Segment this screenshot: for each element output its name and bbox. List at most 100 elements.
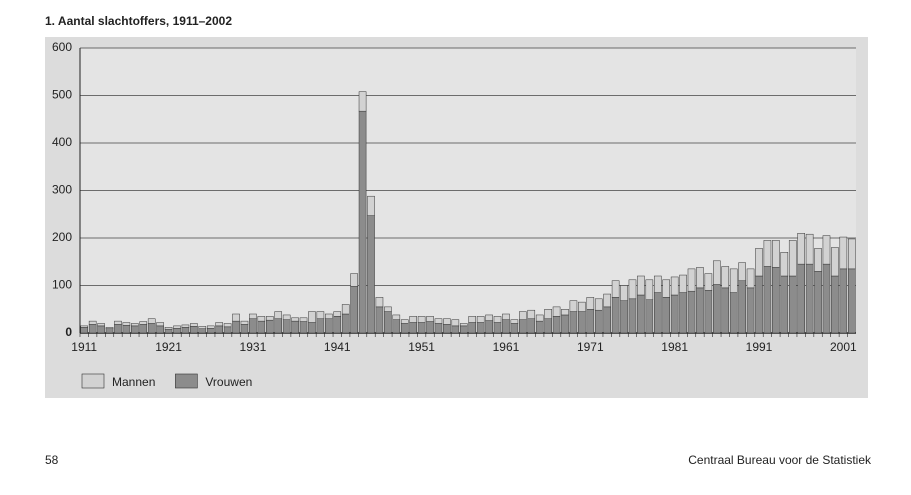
chart-title: 1. Aantal slachtoffers, 1911–2002 <box>45 14 232 28</box>
bar-segment <box>628 279 637 300</box>
bar-segment <box>831 247 839 277</box>
bar-segment <box>603 293 611 308</box>
bar-segment <box>746 287 755 334</box>
bar-segment <box>805 233 814 265</box>
bar-segment <box>156 325 164 334</box>
bar-segment <box>788 275 797 334</box>
bar-segment <box>384 311 392 334</box>
bar-segment <box>519 319 527 334</box>
bar-segment <box>240 324 249 334</box>
bar-segment <box>223 323 232 328</box>
bar-segment <box>713 284 721 334</box>
bar-segment <box>502 319 510 334</box>
bar-segment <box>249 318 257 334</box>
x-tick-label: 1971 <box>577 340 604 354</box>
bar-segment <box>704 290 713 334</box>
bar-segment <box>282 319 291 334</box>
bar-segment <box>721 266 730 289</box>
bar-segment <box>805 263 814 334</box>
bar-segment <box>561 314 569 334</box>
bar-segment <box>249 313 257 319</box>
bar-segment <box>493 316 502 323</box>
bar-segment <box>679 292 687 334</box>
bar-segment <box>544 318 552 334</box>
bar-segment <box>662 279 671 298</box>
bar-segment <box>493 322 502 334</box>
bar-segment <box>620 285 628 301</box>
bar-segment <box>578 301 586 312</box>
bar-segment <box>282 314 291 320</box>
x-tick-label: 1911 <box>71 340 97 354</box>
bar-segment <box>88 320 97 325</box>
bar-segment <box>535 320 544 334</box>
bar-segment <box>181 327 190 334</box>
bar-segment <box>594 298 603 311</box>
bar-segment <box>341 313 350 334</box>
bar-segment <box>552 316 561 334</box>
bar-segment <box>814 271 822 334</box>
bar-segment <box>114 324 122 334</box>
bar-segment <box>198 328 207 334</box>
bar-segment <box>114 320 122 325</box>
bar-segment <box>468 322 477 334</box>
bar-segment <box>173 328 181 334</box>
bar-segment <box>131 325 139 334</box>
bar-segment <box>325 318 333 334</box>
bar-segment <box>105 327 114 329</box>
bar-segment <box>206 325 215 329</box>
bar-segment <box>502 313 510 320</box>
bar-segment <box>147 318 156 324</box>
y-tick-label: 400 <box>52 135 72 149</box>
bar-segment <box>755 275 763 334</box>
y-tick-label: 100 <box>52 278 72 292</box>
bar-segment <box>367 215 375 334</box>
legend-swatch <box>81 373 105 389</box>
page-number: 58 <box>45 453 59 467</box>
bar-segment <box>426 321 434 334</box>
bar-segment <box>316 318 325 334</box>
bar-segment <box>746 268 755 289</box>
legend-swatch <box>175 373 198 389</box>
bar-segment <box>198 326 207 329</box>
bar-segment <box>510 323 519 334</box>
bar-segment <box>822 263 831 334</box>
x-tick-label: 1991 <box>746 340 773 354</box>
bar-segment <box>156 322 164 327</box>
bar-segment <box>535 314 544 322</box>
bar-segment <box>839 268 848 334</box>
bar-segment <box>299 321 308 334</box>
bar-segment <box>637 275 645 296</box>
bar-segment <box>358 110 367 334</box>
bar-segment <box>308 311 316 323</box>
bar-segment <box>88 324 97 334</box>
bar-segment <box>181 324 190 328</box>
legend-label: Mannen <box>112 375 155 389</box>
bar-segment <box>333 316 342 334</box>
bar-segment <box>645 279 654 300</box>
bar-segment <box>97 323 105 327</box>
bar-segment <box>569 300 578 312</box>
bar-segment <box>375 306 384 334</box>
bar-segment <box>417 322 426 334</box>
bar-segment <box>603 306 611 334</box>
bar-segment <box>561 309 569 316</box>
bar-segment <box>704 273 713 291</box>
bar-segment <box>763 266 772 334</box>
bar-segment <box>122 322 131 326</box>
bar-segment <box>510 319 519 324</box>
bar-segment <box>772 267 780 334</box>
bar-segment <box>485 314 493 321</box>
bar-segment <box>274 318 283 334</box>
y-tick-label: 200 <box>52 230 72 244</box>
bar-segment <box>653 275 662 293</box>
x-tick-label: 1981 <box>661 340 688 354</box>
bar-segment <box>620 300 628 334</box>
x-tick-label: 1961 <box>493 340 520 354</box>
y-tick-label: 0 <box>65 325 72 339</box>
bar-segment <box>670 276 679 296</box>
bar-segment <box>519 311 527 320</box>
bar-segment <box>265 316 274 321</box>
bar-segment <box>443 324 451 334</box>
bar-segment <box>325 313 333 319</box>
